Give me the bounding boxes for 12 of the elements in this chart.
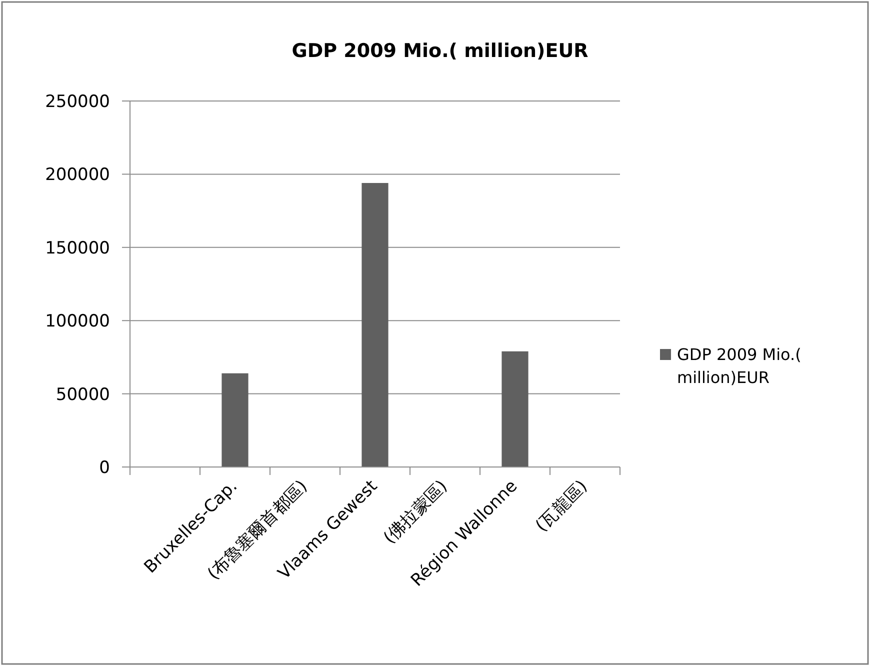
y-tick-label: 50000 [56,384,110,405]
y-tick-label: 150000 [45,238,110,258]
y-tick-label: 100000 [45,312,110,332]
y-tick-label: 250000 [45,92,110,112]
bar [502,351,528,467]
bar [222,373,248,467]
x-tick-label: (瓦龍區) [532,476,592,536]
legend-label: GDP 2009 Mio.( million)EUR [677,345,802,387]
y-tick-label: 0 [99,458,110,478]
chart-title: GDP 2009 Mio.( million)EUR [292,40,589,62]
y-tick-label: 200000 [45,165,110,186]
bar [362,182,388,467]
